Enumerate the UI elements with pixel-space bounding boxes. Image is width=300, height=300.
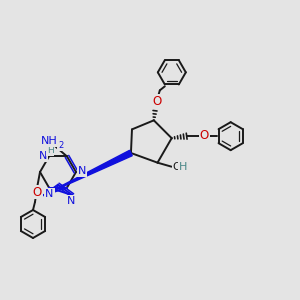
- Text: O: O: [172, 162, 181, 172]
- Text: N: N: [45, 189, 54, 199]
- Polygon shape: [44, 150, 132, 195]
- Text: NH: NH: [40, 136, 57, 146]
- Text: O: O: [32, 185, 42, 199]
- Text: O: O: [200, 129, 209, 142]
- Text: N: N: [39, 152, 47, 161]
- Text: 2: 2: [58, 141, 63, 150]
- Text: N: N: [68, 196, 76, 206]
- Text: O: O: [152, 95, 161, 108]
- Text: H: H: [178, 162, 187, 172]
- Text: N: N: [78, 166, 86, 176]
- Text: H: H: [46, 146, 53, 155]
